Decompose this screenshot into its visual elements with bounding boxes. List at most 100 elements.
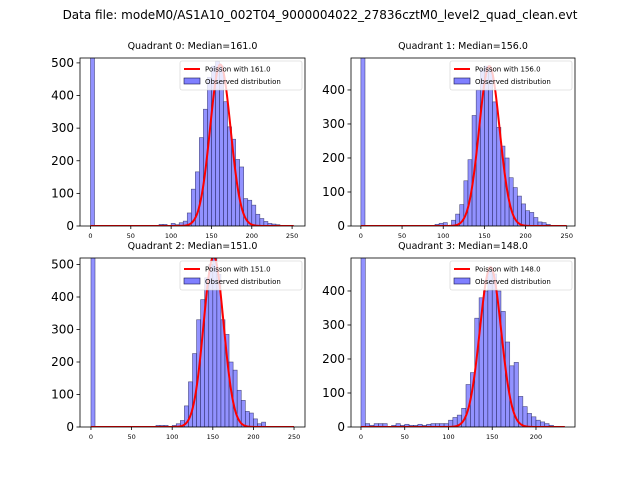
x-tick-label: 100 bbox=[442, 433, 454, 441]
histogram-bar bbox=[483, 290, 489, 427]
subplot-title: Quadrant 3: Median=148.0 bbox=[398, 241, 528, 252]
y-tick-label: 200 bbox=[51, 154, 74, 168]
x-tick-label: 0 bbox=[89, 433, 93, 441]
x-tick-label: 100 bbox=[165, 232, 177, 240]
histogram-bar bbox=[491, 273, 497, 427]
histogram-bar bbox=[488, 69, 493, 226]
legend-observed-label: Observed distribution bbox=[475, 278, 551, 286]
histogram-bar bbox=[90, 58, 95, 226]
histogram-bar bbox=[521, 203, 526, 226]
histogram-bar bbox=[442, 222, 448, 226]
histogram-bar bbox=[492, 101, 498, 226]
poisson-curve bbox=[360, 266, 565, 427]
y-tick-label: 200 bbox=[51, 355, 74, 369]
subplot-title: Quadrant 2: Median=151.0 bbox=[128, 241, 258, 252]
legend-poisson-label: Poisson with 148.0 bbox=[475, 266, 541, 274]
subplot-quadrant-3: 0 50 100 150 200 0 100 200 300 400 Quadrant 3: Med… bbox=[322, 241, 576, 441]
axes-frame bbox=[79, 57, 306, 227]
legend-observed-swatch bbox=[183, 77, 201, 85]
x-tick-label: 200 bbox=[519, 232, 531, 240]
histogram-bar bbox=[253, 418, 258, 427]
histogram-bar bbox=[487, 270, 493, 427]
y-tick-label: 500 bbox=[51, 56, 74, 70]
histogram-bar bbox=[360, 58, 366, 226]
legend: Poisson with 156.0 Observed distribution bbox=[449, 60, 573, 91]
x-tick-label: 100 bbox=[166, 433, 178, 441]
legend: Poisson with 161.0 Observed distribution bbox=[179, 60, 303, 91]
histogram-bar bbox=[525, 210, 531, 226]
legend: Poisson with 148.0 Observed distribution bbox=[449, 260, 573, 291]
y-tick-label: 400 bbox=[51, 290, 74, 304]
x-tick-label: 250 bbox=[288, 433, 300, 441]
legend-observed-swatch bbox=[183, 277, 201, 285]
legend-box bbox=[449, 260, 573, 291]
axes-frame bbox=[350, 257, 576, 428]
y-tick-label: 300 bbox=[51, 323, 74, 337]
subplot-quadrant-2: 0 50 100 150 200 250 0 100 200 300 400 500 Quadrant … bbox=[51, 241, 306, 441]
subplot-quadrant-1: 0 50 100 150 200 250 0 100 200 300 400 Quadrant 1: … bbox=[322, 41, 576, 240]
x-tick-label: 200 bbox=[247, 433, 259, 441]
histogram-bar bbox=[529, 212, 535, 226]
x-tick-label: 0 bbox=[359, 232, 363, 240]
y-tick-label: 0 bbox=[66, 420, 74, 434]
histogram-bar bbox=[382, 423, 388, 427]
y-tick-label: 200 bbox=[322, 352, 345, 366]
histogram-bar bbox=[535, 419, 541, 427]
x-tick-label: 250 bbox=[561, 232, 573, 240]
y-tick-label: 400 bbox=[322, 83, 345, 97]
figure-suptitle: Data file: modeM0/AS1A10_002T04_90000040… bbox=[62, 8, 578, 22]
legend-box bbox=[179, 260, 303, 291]
legend-poisson-label: Poisson with 156.0 bbox=[475, 66, 541, 74]
histogram-bar bbox=[251, 204, 257, 226]
legend-poisson-label: Poisson with 151.0 bbox=[205, 266, 271, 274]
y-tick-label: 100 bbox=[51, 388, 74, 402]
legend-observed-label: Observed distribution bbox=[205, 278, 281, 286]
histogram-bar bbox=[223, 101, 228, 226]
histogram-bar bbox=[522, 406, 528, 427]
y-tick-label: 300 bbox=[51, 121, 74, 135]
x-tick-label: 50 bbox=[127, 433, 135, 441]
legend: Poisson with 151.0 Observed distribution bbox=[179, 260, 303, 291]
histogram-bar bbox=[533, 217, 539, 226]
legend-observed-swatch bbox=[453, 277, 471, 285]
x-tick-label: 150 bbox=[478, 232, 490, 240]
y-tick-label: 400 bbox=[322, 284, 345, 298]
legend-box bbox=[179, 60, 303, 91]
legend-box bbox=[449, 60, 573, 91]
histogram-bar bbox=[239, 166, 245, 226]
histogram-bar bbox=[513, 362, 519, 427]
x-tick-label: 250 bbox=[286, 232, 298, 240]
plot-area bbox=[360, 258, 565, 427]
plot-area bbox=[90, 258, 295, 427]
y-tick-label: 400 bbox=[51, 89, 74, 103]
histogram-bar bbox=[259, 218, 265, 226]
x-tick-label: 0 bbox=[88, 232, 92, 240]
histogram-bar bbox=[249, 412, 254, 427]
x-tick-label: 200 bbox=[246, 232, 258, 240]
y-tick-label: 100 bbox=[322, 185, 345, 199]
legend-observed-label: Observed distribution bbox=[475, 78, 551, 86]
histogram-bar bbox=[232, 369, 238, 427]
y-tick-label: 300 bbox=[322, 318, 345, 332]
plot-area bbox=[360, 58, 567, 226]
histogram-bar bbox=[199, 137, 204, 226]
subplot-quadrant-0: 0 50 100 150 200 250 0 100 200 300 400 500 Quadrant … bbox=[51, 41, 306, 240]
legend-poisson-label: Poisson with 161.0 bbox=[205, 66, 271, 74]
y-tick-label: 500 bbox=[51, 258, 74, 272]
poisson-curve bbox=[90, 258, 295, 427]
x-tick-label: 50 bbox=[398, 232, 406, 240]
histogram-bar bbox=[90, 258, 96, 427]
x-tick-label: 150 bbox=[205, 232, 217, 240]
legend-observed-label: Observed distribution bbox=[205, 78, 281, 86]
y-tick-label: 100 bbox=[51, 186, 74, 200]
axes-frame bbox=[79, 257, 306, 428]
legend-observed-swatch bbox=[453, 77, 471, 85]
subplot-title: Quadrant 0: Median=161.0 bbox=[128, 41, 258, 52]
y-tick-label: 100 bbox=[322, 386, 345, 400]
y-tick-label: 300 bbox=[322, 117, 345, 131]
x-tick-label: 50 bbox=[401, 433, 409, 441]
histogram-bar bbox=[255, 213, 261, 226]
histogram-bar bbox=[360, 258, 366, 427]
histogram-bar bbox=[244, 411, 250, 427]
